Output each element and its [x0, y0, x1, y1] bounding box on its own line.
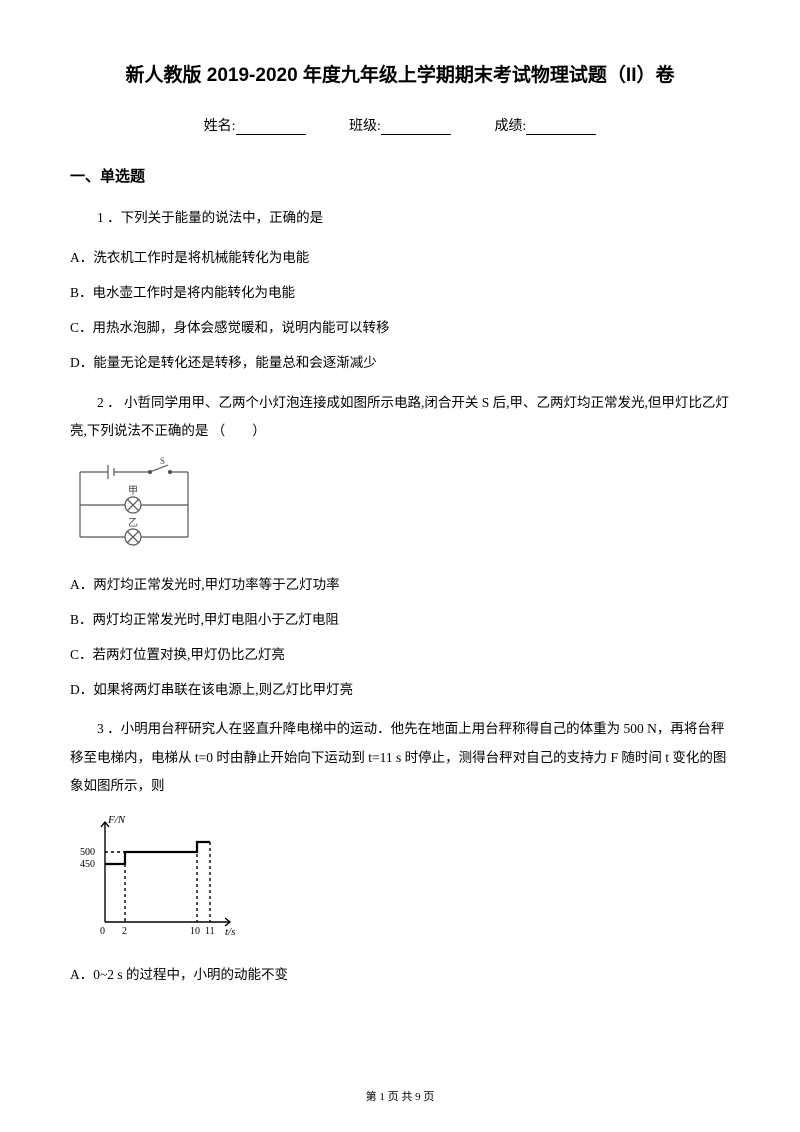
q2-option-b: B．两灯均正常发光时,甲灯电阻小于乙灯电阻: [70, 604, 730, 635]
q1-option-d: D．能量无论是转化还是转移，能量总和会逐渐减少: [70, 347, 730, 378]
q1-stem: 1 ．下列关于能量的说法中，正确的是: [70, 204, 730, 232]
name-label: 姓名:: [204, 119, 236, 134]
q2-circuit-diagram: S 甲 乙: [70, 457, 730, 557]
svg-text:10: 10: [190, 926, 200, 937]
q2-option-d: D．如果将两灯串联在该电源上,则乙灯比甲灯亮: [70, 674, 730, 705]
name-blank: [236, 121, 306, 135]
class-label: 班级:: [349, 119, 381, 134]
svg-text:S: S: [160, 457, 165, 466]
svg-text:11: 11: [205, 926, 215, 937]
svg-text:F/N: F/N: [107, 814, 126, 826]
svg-text:0: 0: [100, 926, 105, 937]
score-label: 成绩:: [494, 119, 526, 134]
q3-graph-diagram: F/N t/s 500 450 0 2 10 11: [70, 812, 730, 947]
q2-option-a: A．两灯均正常发光时,甲灯功率等于乙灯功率: [70, 569, 730, 600]
q3-stem: 3 ．小明用台秤研究人在竖直升降电梯中的运动．他先在地面上用台秤称得自己的体重为…: [70, 715, 730, 800]
class-blank: [381, 121, 451, 135]
svg-text:2: 2: [122, 926, 127, 937]
q2-option-c: C．若两灯位置对换,甲灯仍比乙灯亮: [70, 639, 730, 670]
q3-option-a: A．0~2 s 的过程中，小明的动能不变: [70, 959, 730, 990]
q2-stem: 2 ． 小哲同学用甲、乙两个小灯泡连接成如图所示电路,闭合开关 S 后,甲、乙两…: [70, 389, 730, 446]
svg-text:500: 500: [80, 847, 95, 858]
student-info-line: 姓名: 班级: 成绩:: [70, 115, 730, 135]
svg-text:t/s: t/s: [225, 926, 235, 938]
score-blank: [526, 121, 596, 135]
q1-option-c: C．用热水泡脚，身体会感觉暖和，说明内能可以转移: [70, 312, 730, 343]
section-header-1: 一、单选题: [70, 165, 730, 186]
page-footer: 第 1 页 共 9 页: [0, 1088, 800, 1104]
page-title: 新人教版 2019-2020 年度九年级上学期期末考试物理试题（II）卷: [70, 60, 730, 87]
svg-text:乙: 乙: [128, 517, 138, 529]
svg-text:450: 450: [80, 859, 95, 870]
svg-text:甲: 甲: [128, 486, 138, 497]
q1-option-b: B．电水壶工作时是将内能转化为电能: [70, 277, 730, 308]
q1-option-a: A．洗衣机工作时是将机械能转化为电能: [70, 242, 730, 273]
